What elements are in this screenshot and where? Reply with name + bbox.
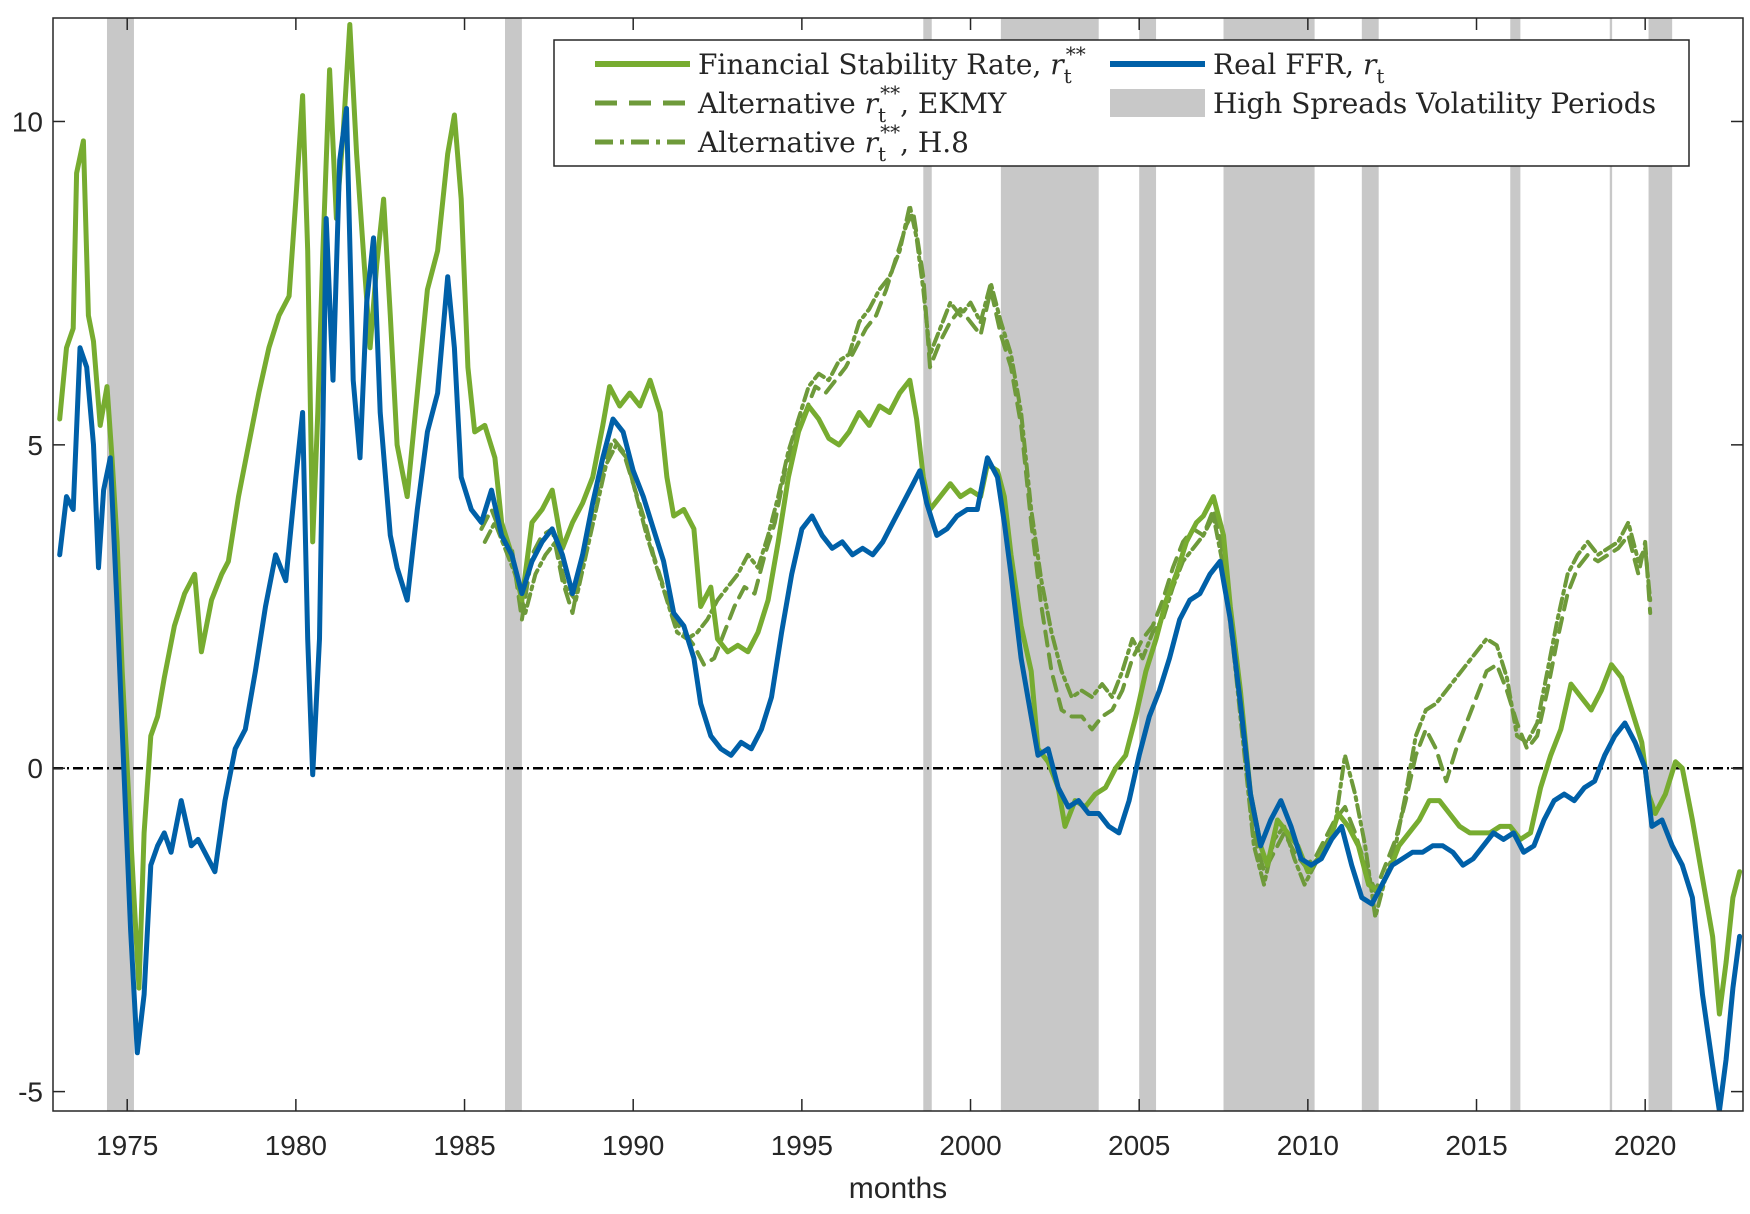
legend-h8-suffix: , H.8 [900, 126, 969, 159]
legend-ffr-text: Real FFR, [1213, 48, 1354, 81]
x-tick-label-2000: 2000 [939, 1130, 1001, 1161]
legend-label-ffr: Real FFR, rt [1213, 48, 1384, 88]
y-tick-label-0: 0 [27, 753, 43, 784]
y-tick-label--5: -5 [18, 1077, 43, 1108]
x-axis-ticks: 1975 1980 1985 1990 1995 2000 2005 2010 2015 2020 [96, 18, 1676, 1161]
x-tick-label-2015: 2015 [1445, 1130, 1507, 1161]
x-axis-label: months [849, 1172, 947, 1205]
legend-h8-math: r [865, 126, 880, 159]
x-tick-label-1980: 1980 [265, 1130, 327, 1161]
x-tick-label-2020: 2020 [1614, 1130, 1676, 1161]
shaded-period-2 [923, 18, 932, 1111]
shaded-period-7 [1510, 18, 1521, 1111]
legend-label-ekmy: Alternative rt**, EKMY [697, 81, 1007, 127]
shaded-period-5 [1223, 18, 1315, 1111]
legend-fsr-text: Financial Stability Rate, [698, 48, 1041, 81]
y-axis-ticks: -5 0 5 10 [12, 106, 1743, 1108]
x-tick-label-1975: 1975 [96, 1130, 158, 1161]
legend-ekmy-math: r [865, 87, 880, 120]
shaded-period-9 [1648, 18, 1673, 1111]
shaded-period-3 [1000, 18, 1099, 1111]
x-tick-label-1990: 1990 [602, 1130, 664, 1161]
legend-ekmy-text: Alternative [697, 87, 856, 120]
series-line-alt-dashed [479, 210, 1653, 894]
shaded-period-8 [1609, 18, 1613, 1111]
legend-ekmy-sup: ** [880, 81, 900, 105]
legend-h8-sub: t [878, 142, 886, 166]
y-tick-label-10: 10 [12, 106, 43, 137]
series-line-fsr-solid [57, 22, 1743, 1017]
series-lines [57, 22, 1743, 1111]
legend-ekmy-sub: t [878, 103, 886, 127]
x-tick-label-1995: 1995 [771, 1130, 833, 1161]
shaded-period-4 [1139, 18, 1157, 1111]
shaded-period-6 [1361, 18, 1379, 1111]
plot-frame [52, 17, 1744, 1112]
x-tick-label-2005: 2005 [1108, 1130, 1170, 1161]
series-line-ffr-solid [57, 106, 1743, 1111]
legend-swatch-shade [1110, 89, 1205, 117]
x-tick-label-1985: 1985 [433, 1130, 495, 1161]
series-line-alt-dashdot [482, 203, 1653, 919]
legend-fsr-sub: t [1064, 64, 1072, 88]
legend-label-fsr: Financial Stability Rate, rt** [698, 42, 1086, 88]
legend-label-h8: Alternative rt**, H.8 [697, 120, 969, 166]
legend-fsr-sup: ** [1066, 42, 1086, 66]
legend-h8-sup: ** [880, 120, 900, 144]
legend-ffr-math: r [1363, 48, 1378, 81]
y-tick-label-5: 5 [27, 430, 43, 461]
legend-label-shade: High Spreads Volatility Periods [1213, 87, 1656, 120]
legend-ffr-sub: t [1376, 64, 1384, 88]
legend: Financial Stability Rate, rt** Alternati… [553, 39, 1690, 167]
x-tick-label-2010: 2010 [1277, 1130, 1339, 1161]
legend-h8-text: Alternative [697, 126, 856, 159]
legend-ekmy-suffix: , EKMY [900, 87, 1007, 120]
shaded-periods [106, 18, 1673, 1111]
legend-fsr-math: r [1050, 48, 1065, 81]
